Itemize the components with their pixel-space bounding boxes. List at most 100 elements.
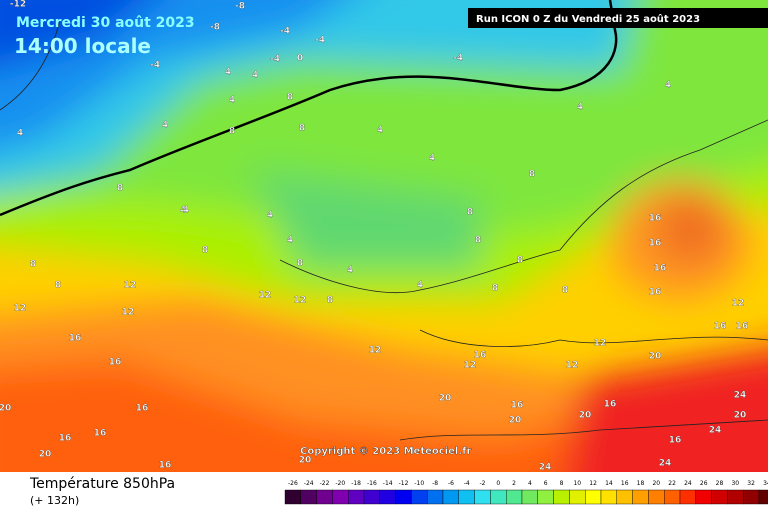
contour-label: 20	[439, 394, 452, 404]
contour-label: 4	[577, 103, 583, 113]
contour-label: 20	[649, 352, 662, 362]
contour-label: 12	[594, 339, 607, 349]
contour-label: 8	[229, 127, 235, 137]
contour-label: 8	[55, 281, 61, 291]
copyright: Copyright © 2023 Meteociel.fr	[300, 446, 471, 457]
contour-label: 16	[649, 288, 662, 298]
contour-label: 4	[267, 211, 273, 221]
scale-label: 14	[605, 480, 613, 487]
contour-label: 16	[94, 429, 107, 439]
contour-label: 20	[734, 411, 747, 421]
contour-label: 16	[669, 436, 682, 446]
scale-swatch	[490, 489, 507, 505]
scale-swatch	[743, 489, 760, 505]
contour-label: 16	[604, 400, 617, 410]
scale-label: -14	[383, 480, 393, 487]
contour-label: 8	[299, 124, 305, 134]
contour-label: 12	[566, 361, 579, 371]
contour-label: 8	[117, 184, 123, 194]
scale-swatch	[537, 489, 554, 505]
scale-swatch	[664, 489, 681, 505]
scale-label: 0	[496, 480, 500, 487]
contour-label: 16	[474, 351, 487, 361]
scale-label: 34	[763, 480, 768, 487]
scale-label: 30	[731, 480, 739, 487]
scale-swatch	[284, 489, 302, 505]
contour-label: 4	[183, 206, 189, 216]
color-scale: -26 -24 -22 -20 -18 -16 -14 -12 -10 -8 -6 -4 -2 0 2 4 6 8…	[284, 480, 768, 505]
field-title: Température 850hPa	[29, 476, 175, 492]
scale-label: -18	[351, 480, 361, 487]
contour-label: 8	[562, 286, 568, 296]
contour-label: 20	[39, 450, 52, 460]
contour-label: 8	[297, 259, 303, 269]
scale-swatch	[521, 489, 539, 505]
contour-label: 20	[299, 456, 312, 466]
scale-swatch	[679, 489, 697, 505]
contour-label: 8	[467, 208, 473, 218]
contour-label: 4	[162, 121, 168, 131]
contour-label: 4	[229, 96, 235, 106]
contour-label: 4	[665, 81, 671, 91]
contour-label: 8	[287, 93, 293, 103]
scale-label: 24	[684, 480, 692, 487]
scale-label: 18	[637, 480, 645, 487]
scale-label: 20	[652, 480, 660, 487]
scale-swatch	[395, 489, 412, 505]
contour-label: -4	[453, 54, 463, 64]
scale-label: 28	[716, 480, 724, 487]
contour-label: 8	[492, 284, 498, 294]
scale-swatch	[569, 489, 586, 505]
scale-swatch	[379, 489, 396, 505]
scale-swatch	[300, 489, 317, 505]
contour-label: 12	[14, 304, 27, 314]
contour-label: 4	[417, 281, 423, 291]
scale-label: 12	[589, 480, 597, 487]
contour-label: 16	[654, 264, 667, 274]
scale-label: 16	[621, 480, 629, 487]
contour-label: 24	[734, 391, 747, 401]
scale-label: -8	[432, 480, 438, 487]
contour-label: 8	[475, 236, 481, 246]
contour-label: 16	[109, 358, 122, 368]
scale-label: 22	[668, 480, 676, 487]
contour-label: 0	[297, 54, 303, 64]
contour-label: 4	[225, 68, 231, 78]
contour-label: 16	[136, 404, 149, 414]
contour-label: 16	[69, 334, 82, 344]
contour-label: -8	[235, 2, 245, 12]
scale-label: 4	[528, 480, 532, 487]
contour-label: 20	[509, 416, 522, 426]
valid-time: 14:00 locale	[14, 34, 151, 58]
scale-label: 2	[512, 480, 516, 487]
scale-label: -10	[414, 480, 424, 487]
contour-label: 12	[122, 308, 135, 318]
contour-label: 16	[714, 322, 727, 332]
contour-label: 12	[294, 296, 307, 306]
contour-label: 16	[59, 434, 72, 444]
scale-label: -2	[480, 480, 486, 487]
scale-swatch	[616, 489, 633, 505]
contour-label: 12	[124, 281, 137, 291]
contour-label: -4	[280, 27, 290, 37]
contour-label: 4	[17, 129, 23, 139]
contour-label: 16	[649, 239, 662, 249]
contour-label: -4	[270, 55, 280, 65]
scale-label: -6	[448, 480, 454, 487]
contour-label: 4	[252, 71, 258, 81]
scale-swatch	[553, 489, 570, 505]
scale-swatch	[585, 489, 602, 505]
contour-label: 12	[732, 299, 745, 309]
contour-label: 24	[709, 426, 722, 436]
scale-swatch	[348, 489, 365, 505]
scale-swatch	[727, 489, 744, 505]
scale-label: 32	[747, 480, 755, 487]
contour-label: 24	[539, 463, 552, 473]
contour-label: 12	[259, 291, 272, 301]
contour-label: 20	[579, 411, 592, 421]
scale-label: -26	[288, 480, 298, 487]
scale-label: 8	[560, 480, 564, 487]
contour-label: -4	[150, 61, 160, 71]
